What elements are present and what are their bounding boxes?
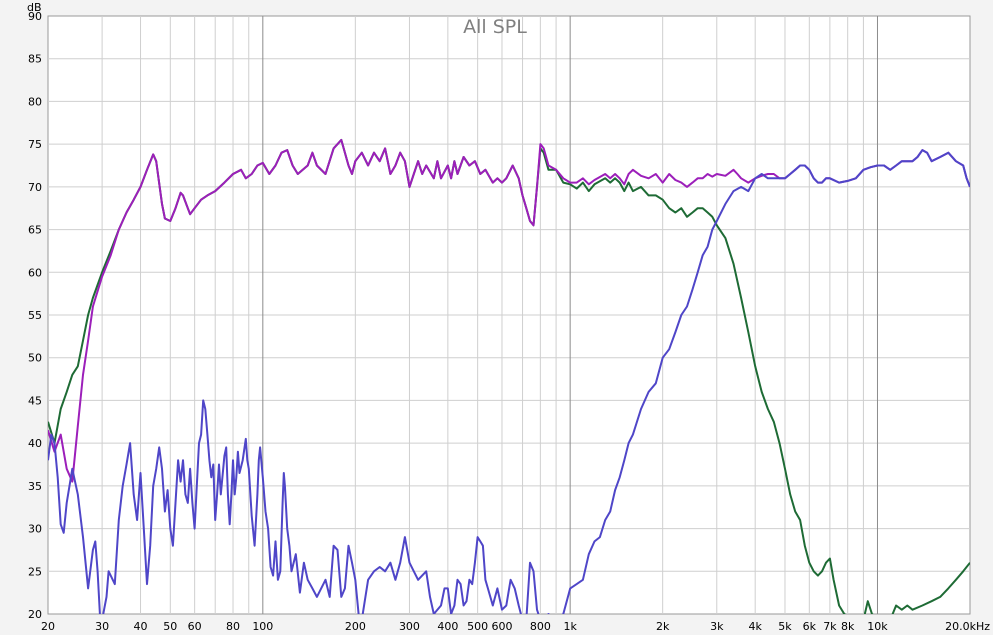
x-tick-label: 60 [188,620,202,633]
x-tick-label: 6k [803,620,817,633]
y-tick-label: 45 [28,394,42,407]
x-tick-label: 20 [41,620,55,633]
x-tick-label: 500 [467,620,488,633]
y-axis-label: dB [27,1,42,14]
x-tick-label: 5k [778,620,792,633]
x-tick-label: 4k [748,620,762,633]
y-axis-tick-labels: 20 25 30 35 40 45 50 55 60 65 70 75 80 85 90 [28,10,42,621]
x-tick-label: 2k [656,620,670,633]
x-tick-label: 8k [841,620,855,633]
x-tick-label: 80 [226,620,240,633]
x-tick-label: 300 [399,620,420,633]
x-tick-label: 20.0kHz [945,620,990,633]
x-tick-label: 10k [867,620,888,633]
x-tick-label: 600 [491,620,512,633]
y-tick-label: 70 [28,181,42,194]
x-tick-label: 30 [95,620,109,633]
y-tick-label: 20 [28,608,42,621]
x-tick-label: 7k [823,620,837,633]
x-tick-label: 40 [134,620,148,633]
x-tick-label: 200 [345,620,366,633]
grid-lines [48,16,970,614]
y-tick-label: 50 [28,352,42,365]
y-tick-label: 40 [28,437,42,450]
x-tick-label: 3k [710,620,724,633]
y-tick-label: 35 [28,480,42,493]
y-tick-label: 75 [28,138,42,151]
x-tick-label: 800 [530,620,551,633]
series-lines [48,138,970,614]
y-tick-label: 85 [28,53,42,66]
x-tick-label: 1k [563,620,577,633]
chart-title: All SPL [463,16,527,38]
y-tick-label: 80 [28,95,42,108]
x-tick-label: 100 [252,620,273,633]
x-tick-label: 400 [437,620,458,633]
y-tick-label: 60 [28,266,42,279]
series-line-3 [48,149,970,614]
y-tick-label: 65 [28,224,42,237]
y-tick-label: 90 [28,10,42,23]
x-tick-label: 50 [163,620,177,633]
y-tick-label: 30 [28,523,42,536]
x-axis-tick-labels: 20 30 40 50 60 80 100 200 300 400 500 600 800 1k 2k 3k 4… [41,620,990,633]
y-tick-label: 55 [28,309,42,322]
y-tick-label: 25 [28,565,42,578]
